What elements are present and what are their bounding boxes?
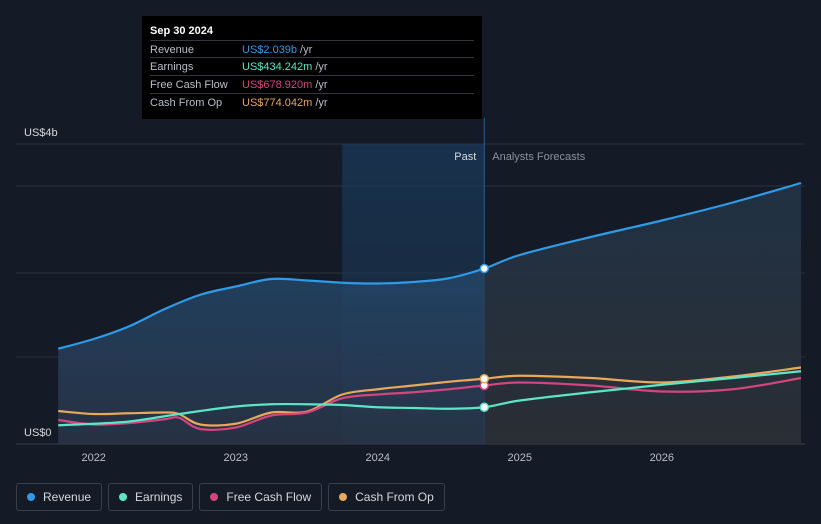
tooltip-value: US$774.042m/yr [242,97,328,109]
legend-item-revenue[interactable]: Revenue [16,483,103,511]
hover-tooltip: Sep 30 2024 Revenue US$2.039b/yr Earning… [142,16,482,119]
tooltip-value: US$2.039b/yr [242,44,313,56]
revenue-marker [479,263,490,274]
tooltip-value: US$434.242m/yr [242,61,328,73]
past-label: Past [454,151,476,163]
tooltip-row-earnings: Earnings US$434.242m/yr [150,57,474,75]
forecast-label: Analysts Forecasts [492,151,585,163]
cash-from-op-marker [479,374,490,384]
legend-item-cash-from-op[interactable]: Cash From Op [328,483,445,511]
revenue-line [57,181,802,350]
legend-label: Cash From Op [355,490,434,504]
legend-label: Free Cash Flow [226,490,312,504]
chart-legend: Revenue Earnings Free Cash Flow Cash Fro… [16,483,445,511]
cash-from-op-line [58,366,802,427]
revenue-area-past [58,268,485,444]
y-axis-top-label: US$4b [24,127,58,139]
x-tick-label: 2026 [650,452,674,464]
legend-item-free-cash-flow[interactable]: Free Cash Flow [199,483,323,511]
x-tick-label: 2024 [366,452,390,464]
revenue-dot-icon [27,493,35,501]
free-cash-flow-line [58,376,802,431]
axis-labels: US$4b US$0 2022 2023 2024 2025 2026 Past Analyst… [24,127,674,464]
tooltip-row-free-cash-flow: Free Cash Flow US$678.920m/yr [150,75,474,93]
tooltip-row-revenue: Revenue US$2.039b/yr [150,40,474,58]
y-axis-bottom-label: US$0 [24,427,52,439]
tooltip-label: Free Cash Flow [150,79,228,91]
legend-label: Earnings [135,490,183,504]
legend-item-earnings[interactable]: Earnings [108,483,194,511]
tooltip-label: Cash From Op [150,97,223,109]
tooltip-date: Sep 30 2024 [150,25,213,37]
earnings-dot-icon [119,493,128,501]
earnings-marker [479,402,490,412]
tooltip-label: Revenue [150,44,195,56]
cash-from-op-dot-icon [339,493,348,501]
tooltip-label: Earnings [150,61,194,73]
hover-markers [479,263,490,412]
series-lines [57,181,802,431]
tooltip-row-cash-from-op: Cash From Op US$774.042m/yr [150,93,474,111]
x-tick-label: 2022 [81,452,105,464]
tooltip-value: US$678.920m/yr [242,79,328,91]
legend-label: Revenue [43,490,92,504]
free-cash-flow-dot-icon [210,493,219,501]
x-tick-label: 2025 [508,452,532,464]
earnings-line [58,370,802,427]
x-tick-label: 2023 [223,452,247,464]
